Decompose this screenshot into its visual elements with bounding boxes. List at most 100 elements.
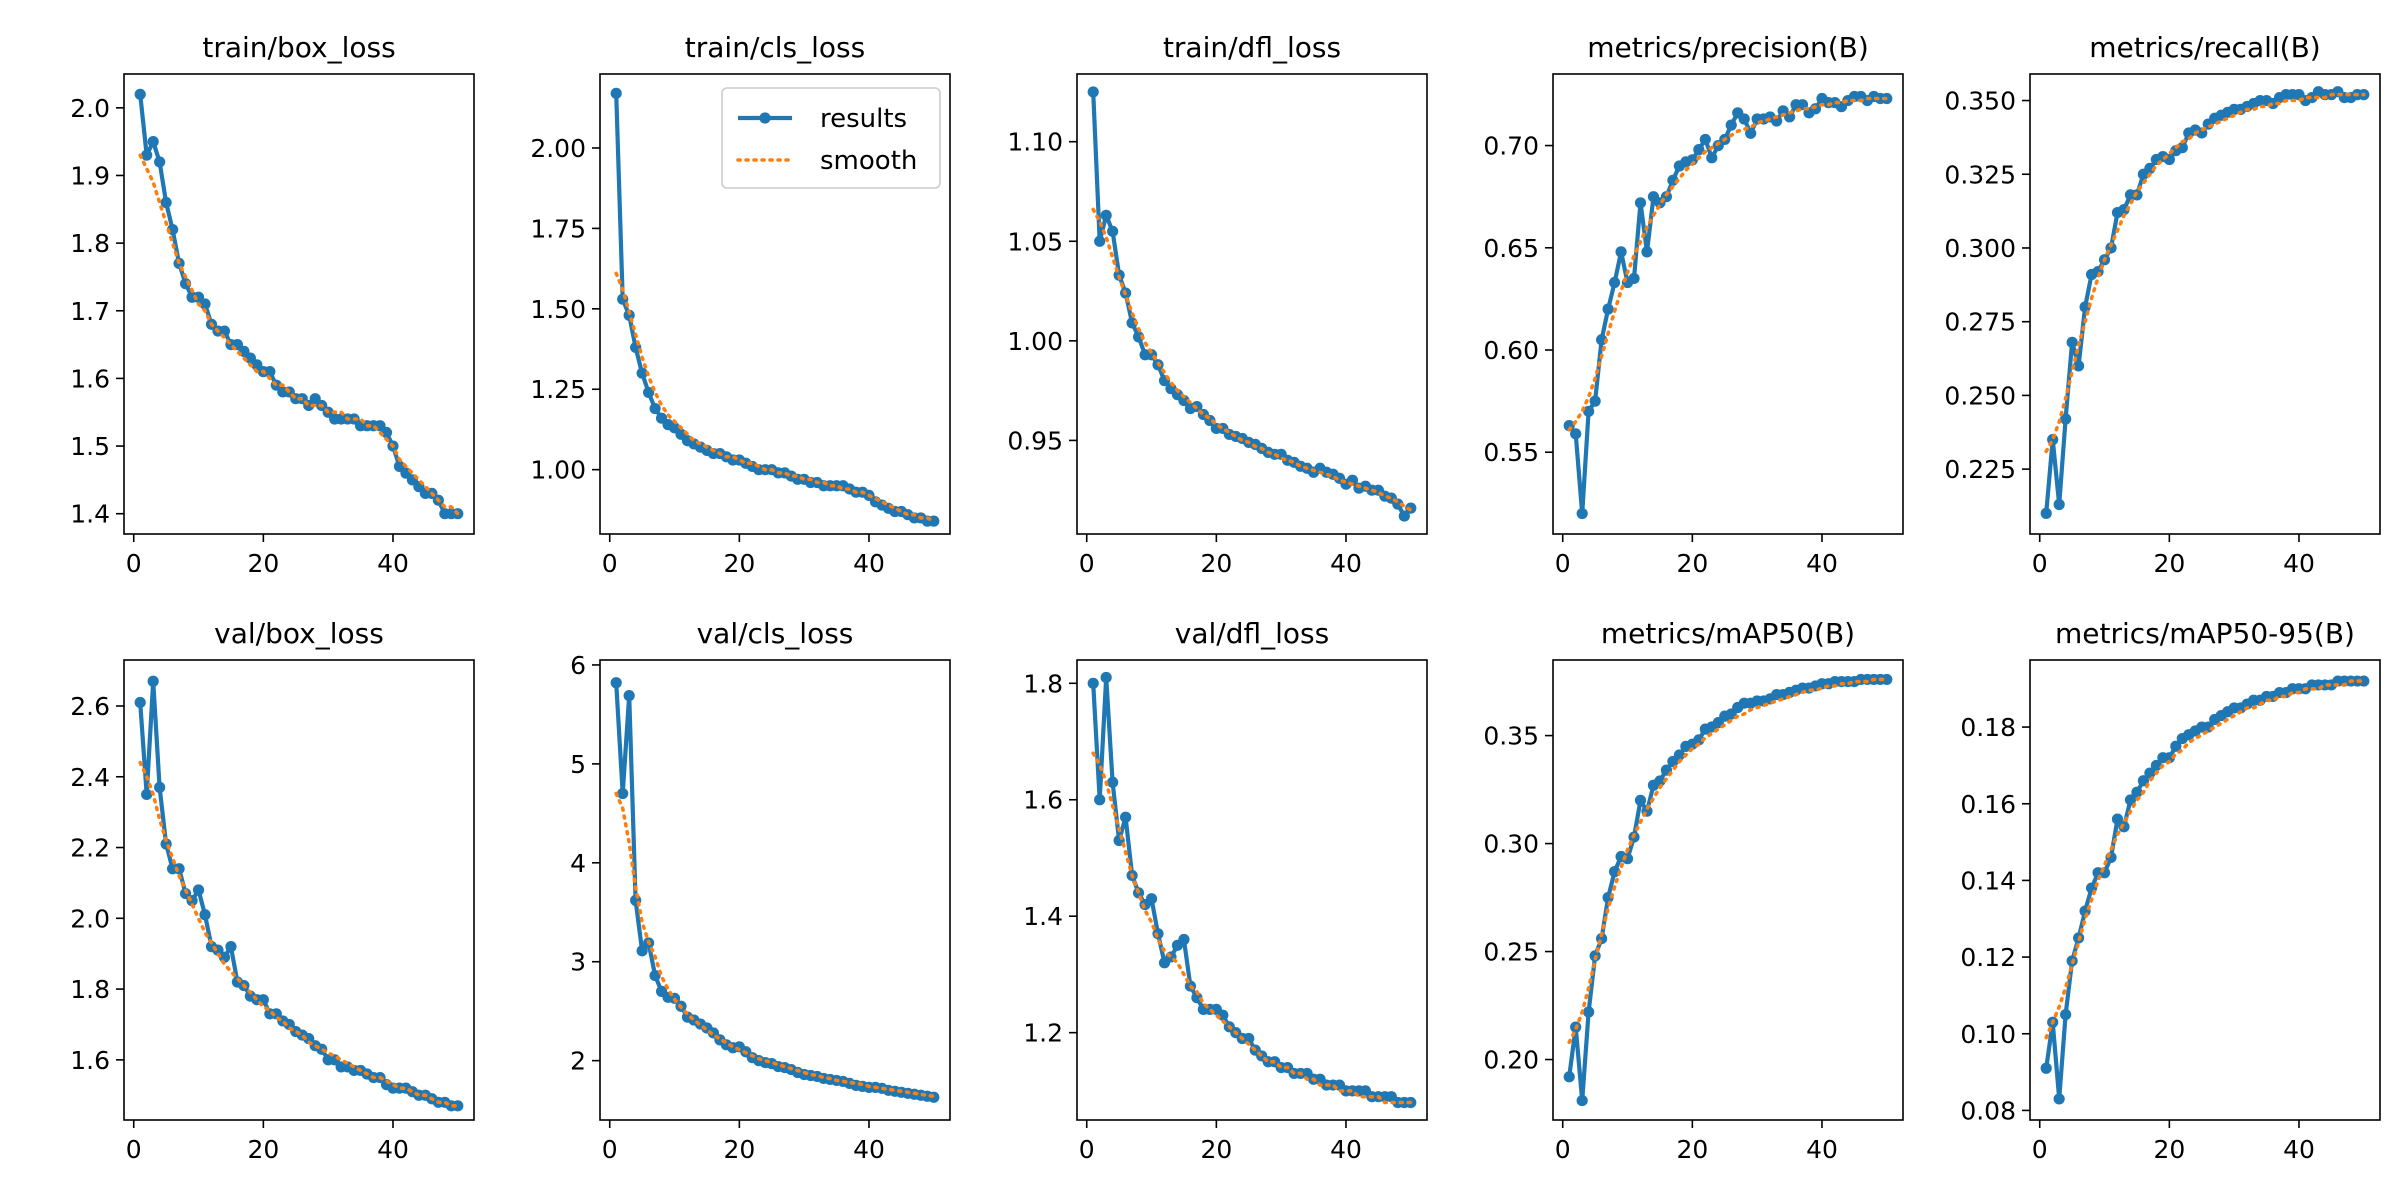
axes-frame bbox=[123, 659, 475, 1121]
results-point bbox=[2170, 740, 2182, 752]
results-point bbox=[1107, 225, 1119, 237]
y-tick-label: 1.75 bbox=[530, 214, 586, 243]
x-tick-label: 0 bbox=[1079, 549, 1095, 578]
y-tick-label: 1.05 bbox=[1007, 227, 1063, 256]
x-tick-label: 40 bbox=[1330, 549, 1362, 578]
x-tick-label: 0 bbox=[2032, 549, 2048, 578]
panel-title: train/cls_loss bbox=[685, 31, 865, 64]
results-point bbox=[380, 426, 393, 439]
y-tick-label: 2.0 bbox=[70, 94, 110, 123]
results-point bbox=[2144, 162, 2156, 174]
panel-title: val/dfl_loss bbox=[1175, 617, 1329, 650]
y-tick-label: 0.300 bbox=[1944, 234, 2016, 263]
y-tick-label: 1.5 bbox=[70, 432, 110, 461]
results-point bbox=[1745, 127, 1757, 139]
results-point bbox=[1654, 775, 1666, 787]
panel-title: train/dfl_loss bbox=[1163, 31, 1341, 64]
legend: results smooth bbox=[721, 87, 941, 189]
results-point bbox=[649, 969, 661, 982]
y-tick-label: 0.65 bbox=[1483, 234, 1539, 263]
y-tick-label: 1.7 bbox=[70, 297, 110, 326]
x-tick-label: 0 bbox=[1555, 1135, 1571, 1164]
x-tick-label: 40 bbox=[1806, 549, 1838, 578]
axes-frame bbox=[1076, 659, 1428, 1121]
x-tick-label: 40 bbox=[377, 1135, 409, 1164]
panel-val-box-loss: val/box_loss 0 20 40 1.6 1.8 2.0 2.2 2.4 2.6 bbox=[70, 617, 475, 1164]
smooth-line bbox=[1567, 677, 1889, 1045]
smooth-line bbox=[2044, 92, 2366, 454]
results-point bbox=[2150, 759, 2162, 772]
results-point bbox=[2144, 767, 2156, 779]
axes-frame bbox=[1552, 73, 1904, 535]
y-tick-label: 6 bbox=[570, 651, 586, 680]
x-tick-label: 0 bbox=[126, 1135, 142, 1164]
smooth-line bbox=[2044, 679, 2366, 1040]
panel-title: metrics/recall(B) bbox=[2089, 31, 2320, 64]
smooth-line bbox=[614, 271, 936, 523]
x-tick-label: 40 bbox=[853, 1135, 885, 1164]
legend-box bbox=[721, 87, 941, 189]
y-tick-label: 0.25 bbox=[1483, 938, 1539, 967]
y-tick-label: 1.6 bbox=[1023, 786, 1063, 815]
x-tick-label: 0 bbox=[602, 1135, 618, 1164]
x-tick-label: 40 bbox=[1330, 1135, 1362, 1164]
results-point bbox=[2066, 336, 2078, 348]
results-point bbox=[1641, 246, 1653, 258]
results-point bbox=[617, 787, 629, 800]
x-tick-label: 20 bbox=[1676, 549, 1708, 578]
results-point bbox=[2060, 413, 2072, 425]
results-point bbox=[1634, 794, 1647, 806]
results-point bbox=[225, 941, 237, 953]
results-point bbox=[1783, 111, 1796, 123]
results-point bbox=[2137, 775, 2150, 787]
axes-frame bbox=[123, 73, 475, 535]
legend-results-marker bbox=[759, 112, 771, 124]
results-point bbox=[1693, 144, 1705, 156]
results-line bbox=[2044, 89, 2364, 514]
results-point bbox=[1589, 395, 1601, 407]
results-point bbox=[452, 1100, 464, 1112]
results-point bbox=[1634, 197, 1647, 209]
results-point bbox=[1120, 811, 1132, 823]
results-point bbox=[623, 690, 635, 702]
y-tick-label: 2.6 bbox=[70, 692, 110, 721]
y-tick-label: 0.70 bbox=[1483, 132, 1539, 161]
results-point bbox=[154, 781, 166, 793]
results-point bbox=[2053, 498, 2065, 511]
results-line bbox=[1091, 91, 1413, 519]
y-tick-label: 1.00 bbox=[1007, 327, 1063, 356]
smooth-line bbox=[1091, 751, 1413, 1105]
results-point bbox=[303, 1033, 315, 1045]
results-point bbox=[1699, 133, 1711, 146]
y-tick-label: 0.325 bbox=[1944, 160, 2016, 189]
results-point bbox=[1706, 152, 1718, 164]
results-point bbox=[1094, 235, 1106, 247]
panel-val-cls-loss: val/cls_loss 0 20 40 2 3 4 5 6 bbox=[570, 617, 951, 1164]
y-tick-label: 5 bbox=[570, 750, 586, 779]
smooth-line bbox=[614, 791, 936, 1099]
y-tick-label: 1.6 bbox=[70, 1046, 110, 1075]
results-point bbox=[141, 149, 153, 161]
x-tick-label: 40 bbox=[2283, 549, 2315, 578]
y-tick-label: 0.55 bbox=[1483, 438, 1539, 467]
y-tick-label: 0.18 bbox=[1960, 713, 2016, 742]
results-point bbox=[1178, 933, 1190, 946]
results-point bbox=[2124, 794, 2137, 806]
panel-train-cls-loss: train/cls_loss 0 20 40 1.00 1.25 1.50 1.75 2.00 r… bbox=[530, 31, 951, 578]
results-point bbox=[141, 788, 153, 801]
x-tick-label: 20 bbox=[1676, 1135, 1708, 1164]
y-tick-label: 2.2 bbox=[70, 834, 110, 863]
x-tick-label: 40 bbox=[1806, 1135, 1838, 1164]
y-tick-label: 1.6 bbox=[70, 364, 110, 393]
panel-val-dfl-loss: val/dfl_loss 0 20 40 1.2 1.4 1.6 1.8 bbox=[1023, 617, 1428, 1164]
x-tick-label: 20 bbox=[2153, 1135, 2185, 1164]
results-point bbox=[264, 366, 276, 378]
y-tick-label: 0.35 bbox=[1483, 722, 1539, 751]
results-point bbox=[1881, 673, 1893, 686]
x-tick-label: 0 bbox=[2032, 1135, 2048, 1164]
x-tick-label: 0 bbox=[602, 549, 618, 578]
results-point bbox=[636, 367, 648, 379]
y-tick-label: 1.8 bbox=[70, 975, 110, 1004]
y-tick-label: 0.16 bbox=[1960, 790, 2016, 819]
legend-smooth-label: smooth bbox=[820, 146, 917, 176]
